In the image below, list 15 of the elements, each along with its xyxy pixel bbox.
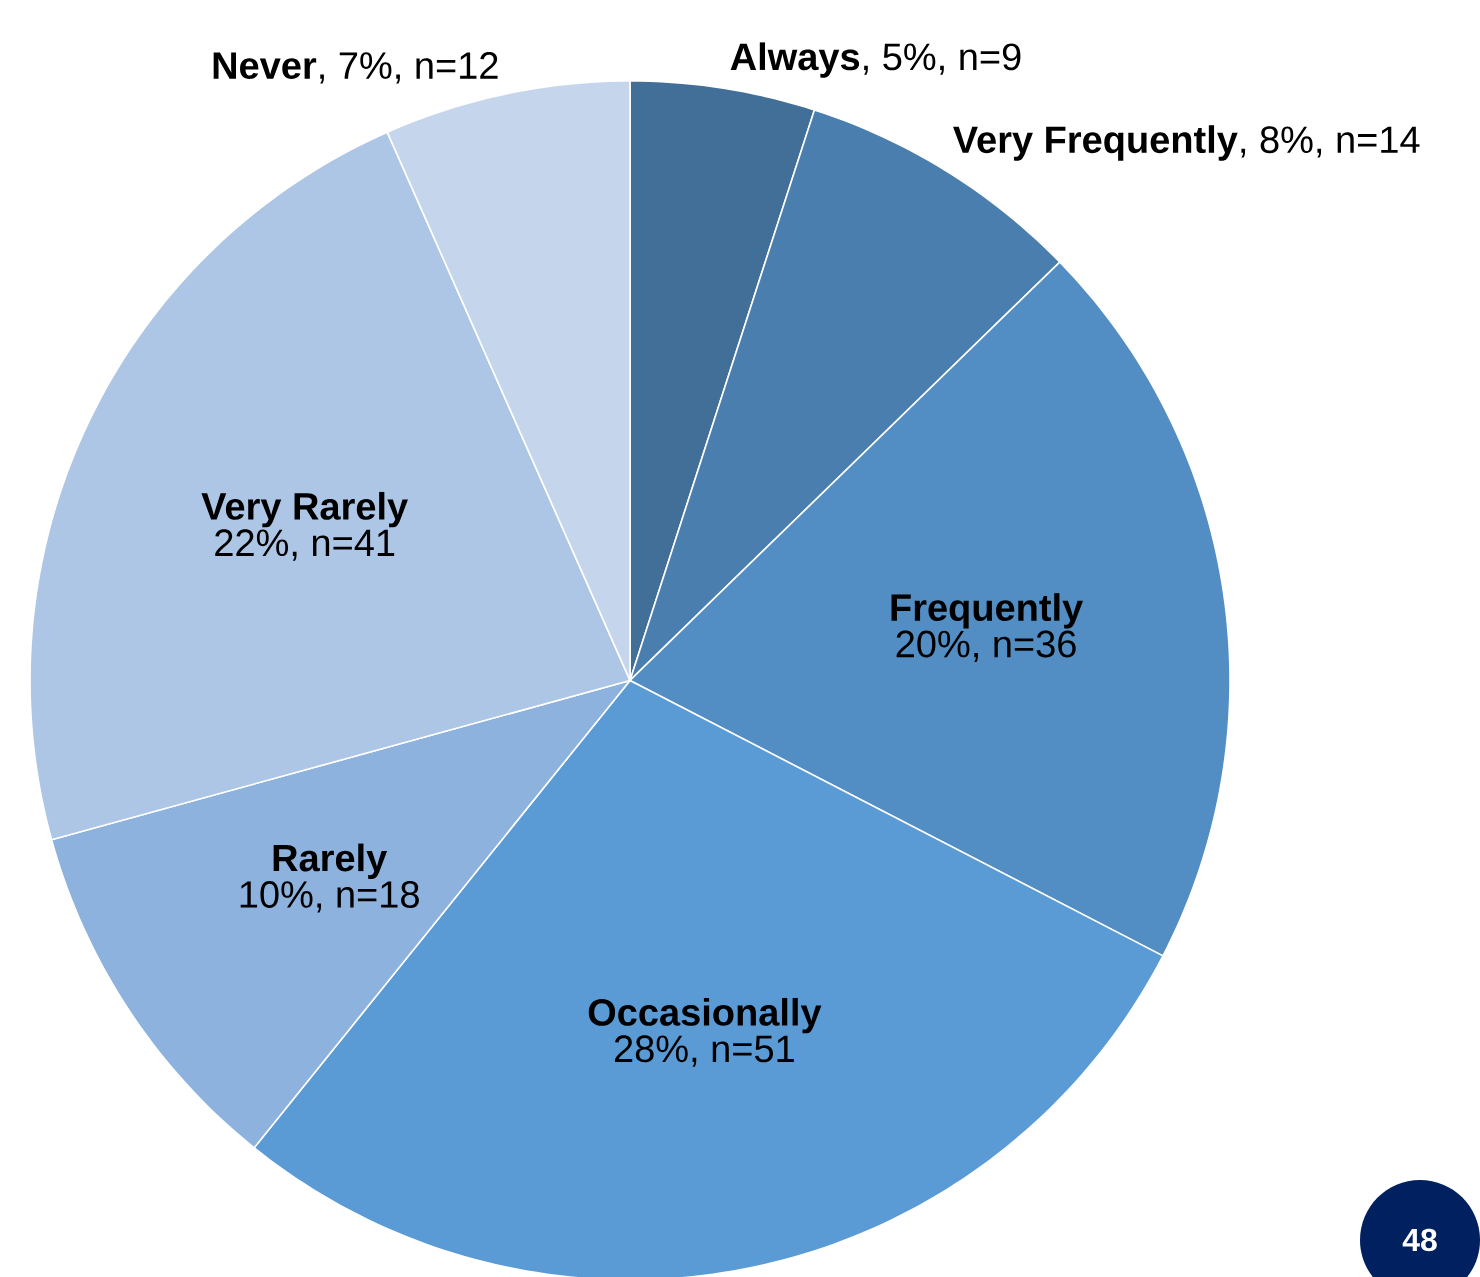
data-label: , 5%, n=9 [864,43,1021,75]
data-label: 28%, n=51 [614,1035,794,1067]
text: 48 [1402,1228,1437,1252]
data-label: , 7%, n=12 [320,52,498,84]
data-label: 10%, n=18 [240,881,419,913]
slice-label: Frequently [891,593,1084,629]
slice-label: Rarely [273,843,388,879]
slice-label: Never [213,52,317,80]
data-label: 20%, n=36 [896,630,1076,662]
data-label: , 8%, n=14 [1241,126,1420,158]
slice-label: Very Frequently [953,125,1238,161]
slice-label: Always [730,42,860,78]
data-label: 22%, n=41 [215,529,395,561]
slice-label: Very Rarely [201,491,408,528]
slice-label: Occasionally [588,997,822,1034]
